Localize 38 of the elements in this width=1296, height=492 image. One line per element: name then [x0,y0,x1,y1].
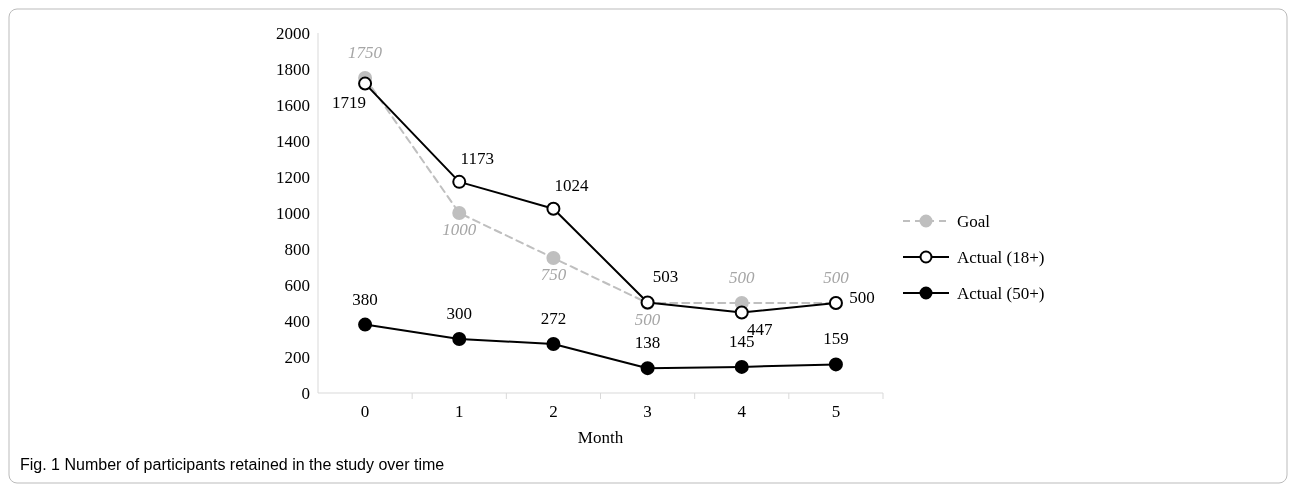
caption: Fig. 1 Number of participants retained in the study over time [20,456,445,473]
y-tick-label: 1200 [276,168,310,187]
data-label: 750 [540,265,567,284]
data-label: 1719 [332,92,367,112]
y-tick-label: 400 [284,312,310,331]
data-label: 500 [823,268,850,287]
y-tick-label: 200 [284,348,310,367]
data-label: 500 [729,268,755,287]
data-label: 1173 [460,148,494,168]
y-tick-label: 800 [284,240,310,259]
data-label: 138 [634,333,661,353]
data-label: 300 [446,304,472,323]
y-tick-label: 1800 [276,60,310,79]
x-tick-label: 4 [737,402,747,421]
y-tick-label: 1600 [276,96,310,115]
x-tick-label: 1 [455,402,464,421]
data-label: 272 [540,309,567,329]
y-tick-label: 1400 [276,132,310,151]
data-label: 1024 [554,175,589,195]
data-label: 503 [652,267,679,287]
data-label: 500 [634,310,661,329]
data-label: 500 [849,288,875,307]
x-tick-label: 0 [360,402,370,421]
x-tick-label: 3 [643,402,652,421]
legend-label: Actual (50+) [957,284,1045,303]
legend-label: Actual (18+) [957,248,1045,267]
y-tick-label: 0 [301,384,310,403]
y-tick-label: 2000 [276,24,310,43]
x-tick-label: 2 [549,402,558,421]
y-tick-label: 600 [284,276,310,295]
data-label: 1750 [348,43,383,62]
data-label: 159 [823,329,849,349]
legend-label: Goal [957,212,991,231]
y-tick-label: 1000 [276,204,310,223]
x-axis-title: Month [577,428,624,447]
x-tick-label: 5 [831,402,841,421]
data-label: 380 [352,289,378,309]
data-label: 1000 [442,220,477,239]
